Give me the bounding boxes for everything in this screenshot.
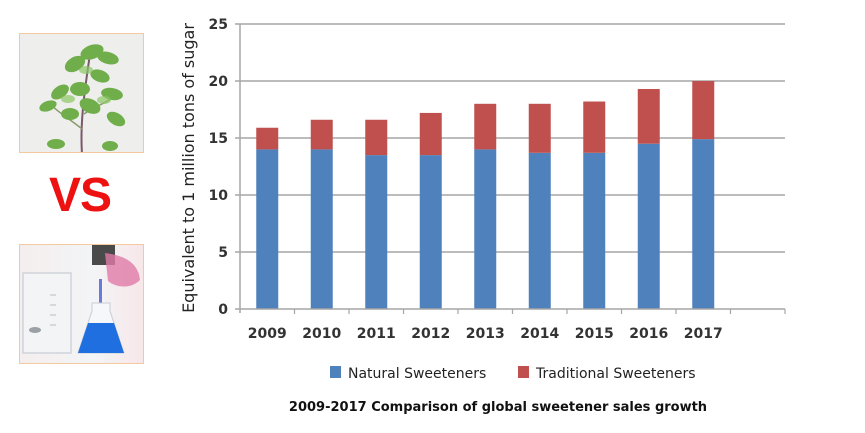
bar-traditional-sweeteners-2011 [365, 119, 388, 156]
legend-swatch [330, 366, 341, 378]
x-tick-label: 2013 [466, 326, 505, 342]
bar-natural-sweeteners-2010 [310, 149, 333, 309]
x-tick-label: 2012 [411, 326, 450, 342]
bar-traditional-sweeteners-2010 [310, 119, 333, 150]
legend-swatch [518, 366, 529, 378]
legend-label: Traditional Sweeteners [535, 366, 696, 382]
y-tick-labels: 0 5 10 15 20 25 [209, 17, 229, 318]
bar-natural-sweeteners-2012 [419, 155, 442, 309]
y-tick-label: 0 [218, 302, 228, 318]
y-tick-label: 5 [218, 245, 228, 261]
lab-glassware-photo [19, 244, 144, 364]
bar-traditional-sweeteners-2015 [583, 101, 606, 153]
bar-traditional-sweeteners-2016 [637, 88, 660, 144]
y-axis-label: Equivalent to 1 million tons of sugar [179, 23, 198, 313]
y-tick-label: 15 [209, 131, 228, 147]
x-tick-label: 2015 [575, 326, 614, 342]
vs-label: VS [48, 169, 112, 222]
x-tick-label: 2009 [248, 326, 287, 342]
legend-label: Natural Sweeteners [348, 366, 486, 382]
bar-natural-sweeteners-2017 [692, 139, 715, 309]
legend: Natural Sweeteners Traditional Sweeteners [330, 366, 696, 382]
bar-natural-sweeteners-2015 [583, 152, 606, 309]
plant-photo [19, 33, 144, 153]
bar-traditional-sweeteners-2013 [474, 103, 497, 150]
x-tick-label: 2017 [684, 326, 723, 342]
lab-illustration [22, 245, 140, 354]
bar-traditional-sweeteners-2017 [692, 81, 715, 140]
x-tick-labels: 2009 2010 2011 2012 2013 2014 2015 2016 2017 [248, 326, 723, 342]
bar-natural-sweeteners-2009 [256, 149, 279, 309]
chart-title: 2009-2017 Comparison of global sweetener… [289, 400, 707, 415]
y-tick-label: 20 [209, 74, 229, 90]
bar-natural-sweeteners-2016 [637, 143, 660, 309]
bar-natural-sweeteners-2014 [528, 152, 551, 309]
bar-traditional-sweeteners-2009 [256, 127, 279, 150]
axes [235, 24, 786, 314]
bar-traditional-sweeteners-2012 [419, 112, 442, 156]
bar-traditional-sweeteners-2014 [528, 103, 551, 153]
x-tick-label: 2010 [302, 326, 341, 342]
plant-illustration [39, 44, 126, 152]
bars [256, 81, 715, 309]
x-tick-label: 2011 [357, 326, 396, 342]
bar-natural-sweeteners-2013 [474, 149, 497, 309]
x-tick-label: 2016 [629, 326, 668, 342]
y-tick-label: 25 [209, 17, 228, 33]
y-tick-label: 10 [209, 188, 229, 204]
bar-natural-sweeteners-2011 [365, 155, 388, 309]
x-tick-label: 2014 [520, 326, 559, 342]
